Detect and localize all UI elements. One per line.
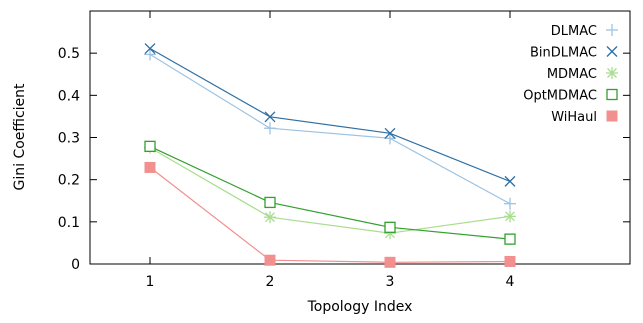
y-axis-label: Gini Coefficient	[12, 83, 28, 191]
data-point	[504, 210, 516, 223]
series-mdmac	[144, 141, 516, 240]
legend-label: WiHaul	[551, 110, 597, 125]
y-tick-label: 0.2	[58, 173, 80, 189]
series-dlmac	[144, 48, 516, 210]
data-point	[144, 161, 156, 173]
legend-label: DLMAC	[551, 24, 597, 39]
series-optmdmac	[144, 140, 516, 245]
y-tick-label: 0.3	[58, 131, 80, 147]
y-tick-label: 0.4	[58, 88, 80, 104]
data-point	[264, 211, 276, 224]
data-point	[384, 256, 396, 268]
series-layer	[144, 43, 516, 268]
x-tick-label: 1	[146, 274, 155, 290]
series-line	[149, 53, 511, 205]
data-point	[264, 111, 276, 123]
legend-marker	[606, 110, 618, 122]
x-tick-label: 2	[266, 274, 275, 290]
legend-entry: MDMAC	[547, 67, 618, 82]
data-point	[264, 122, 276, 135]
legend-marker	[606, 24, 618, 36]
legend-entry: DLMAC	[551, 24, 618, 39]
legend-label: BinDLMAC	[530, 46, 597, 61]
x-tick-label: 3	[386, 274, 395, 290]
series-bindlmac	[144, 43, 516, 187]
series-line	[149, 145, 511, 240]
legend-label: MDMAC	[547, 67, 597, 82]
data-point	[264, 196, 276, 209]
legend-entry: OptMDMAC	[523, 88, 618, 104]
data-point	[384, 127, 396, 139]
x-tick-label: 4	[506, 274, 515, 290]
data-point	[264, 254, 276, 266]
legend-entry: WiHaul	[551, 110, 618, 125]
data-point	[384, 221, 396, 233]
legend-label: OptMDMAC	[523, 89, 597, 104]
data-point	[504, 233, 516, 245]
legend-entry: BinDLMAC	[530, 46, 618, 61]
legend-marker	[606, 46, 618, 57]
y-tick-label: 0.5	[58, 46, 80, 62]
data-point	[144, 140, 156, 153]
legend-marker	[606, 88, 618, 101]
data-point	[504, 175, 516, 187]
data-point	[504, 255, 516, 267]
x-axis-label: Topology Index	[307, 299, 413, 315]
data-point	[144, 43, 156, 54]
axis-ticks: 0 0.1 0.2 0.3 0.4 0.5 1 2 3 4	[58, 11, 630, 290]
series-line	[149, 166, 511, 263]
y-tick-label: 0.1	[58, 215, 80, 231]
series-line	[149, 47, 511, 182]
data-point	[384, 132, 396, 145]
legend-marker	[606, 67, 618, 79]
series-line	[149, 147, 511, 234]
y-tick-label: 0	[71, 257, 80, 273]
series-wihaul	[144, 161, 516, 268]
data-point	[144, 48, 156, 61]
legend: DLMAC BinDLMAC MDMAC OptMDMAC WiHaul	[523, 24, 618, 125]
data-point	[504, 197, 516, 210]
